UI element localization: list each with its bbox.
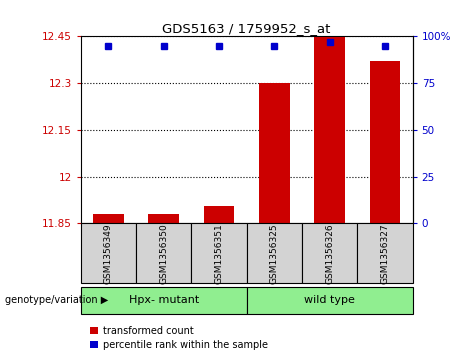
Bar [302,223,357,283]
Bar [247,287,413,314]
Bar [370,61,400,223]
Bar [357,223,413,283]
Bar [204,206,234,223]
Legend: transformed count, percentile rank within the sample: transformed count, percentile rank withi… [90,326,268,350]
Bar [314,37,345,223]
Bar [81,223,136,283]
Text: GSM1356325: GSM1356325 [270,223,279,284]
Text: GSM1356349: GSM1356349 [104,223,113,284]
Bar [247,223,302,283]
Bar [191,223,247,283]
Text: Hpx- mutant: Hpx- mutant [129,295,199,305]
Text: wild type: wild type [304,295,355,305]
Title: GDS5163 / 1759952_s_at: GDS5163 / 1759952_s_at [162,22,331,35]
Bar [136,223,191,283]
Bar [148,214,179,223]
Bar [93,214,124,223]
Text: GSM1356327: GSM1356327 [380,223,390,284]
Text: GSM1356351: GSM1356351 [214,223,224,284]
Text: GSM1356326: GSM1356326 [325,223,334,284]
Text: genotype/variation ▶: genotype/variation ▶ [5,295,108,305]
Bar [81,287,247,314]
Bar [259,83,290,223]
Text: GSM1356350: GSM1356350 [159,223,168,284]
